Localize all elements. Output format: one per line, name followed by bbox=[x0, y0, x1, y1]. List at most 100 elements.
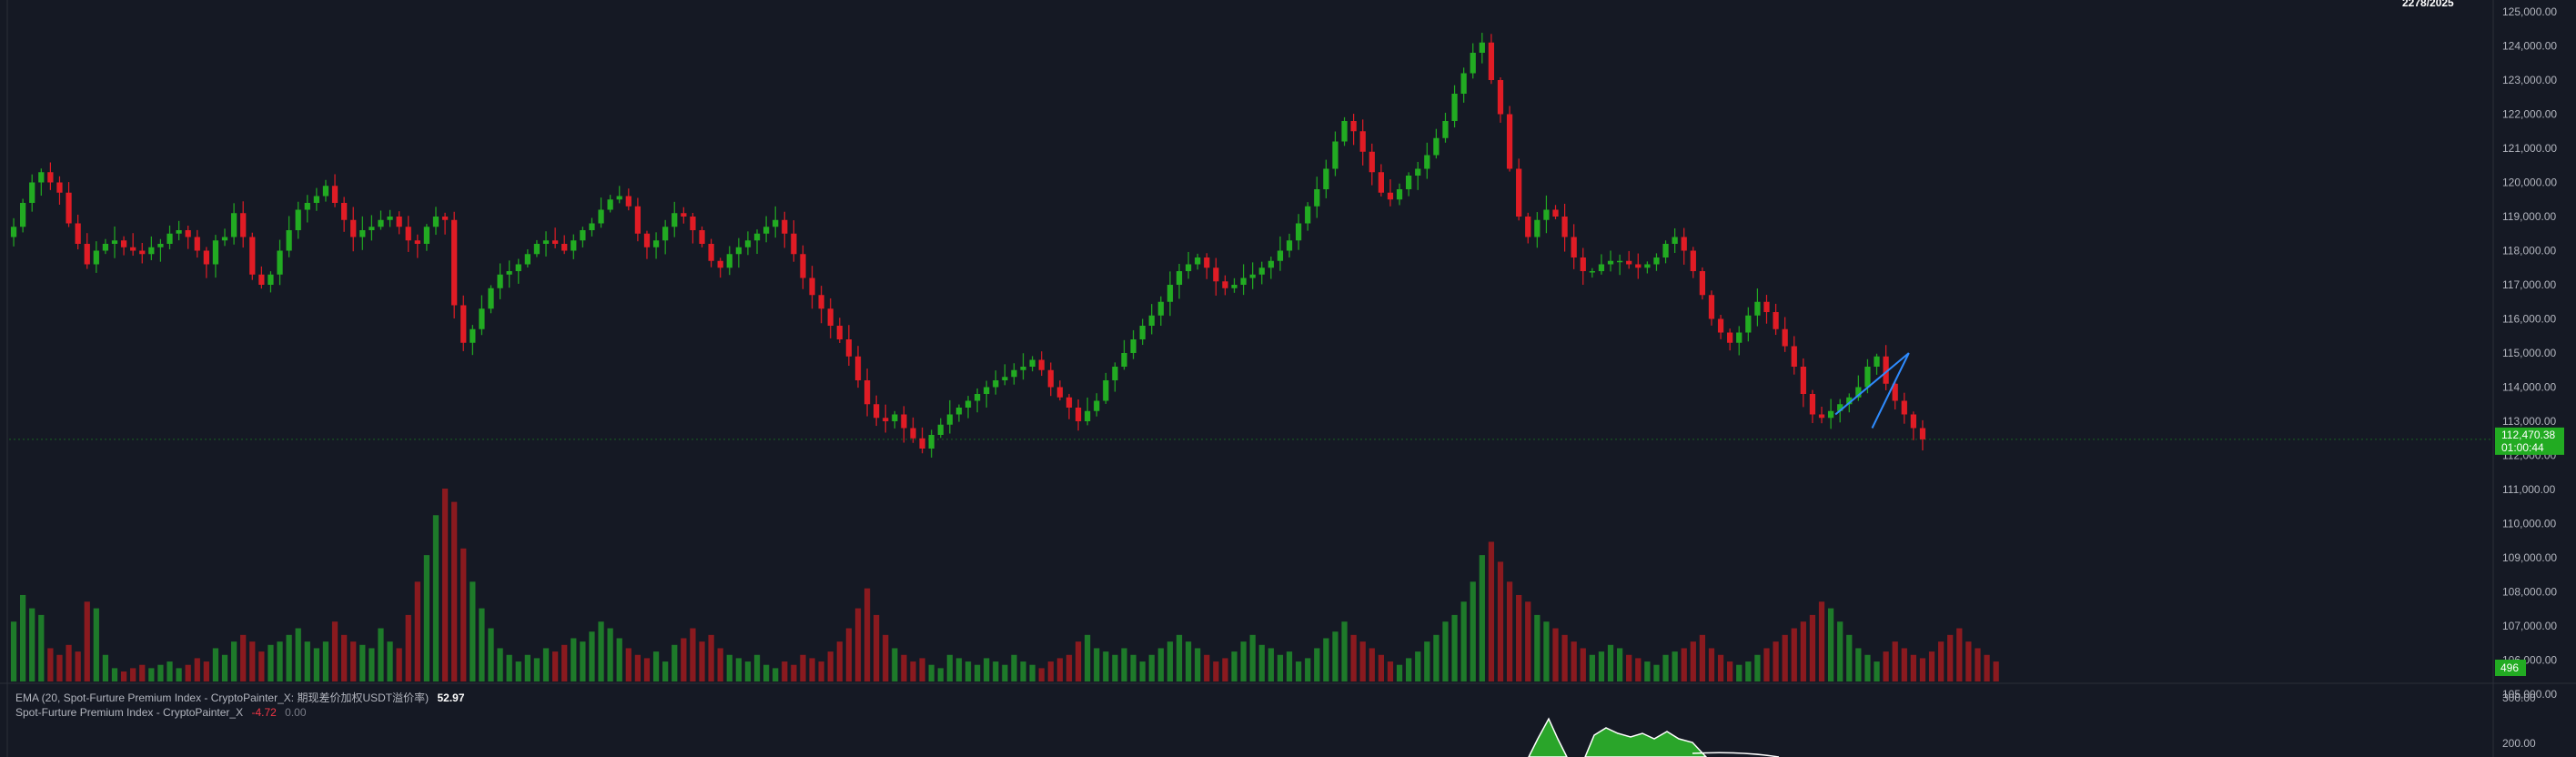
candle-body bbox=[1020, 367, 1026, 370]
volume-bar bbox=[901, 654, 907, 681]
candle-body bbox=[1195, 257, 1201, 265]
candle-body bbox=[1213, 267, 1219, 282]
volume-bar bbox=[919, 658, 925, 681]
volume-bar bbox=[185, 664, 191, 681]
volume-bar bbox=[533, 658, 540, 681]
volume-bar bbox=[809, 658, 815, 681]
price-tick-label: 115,000.00 bbox=[2502, 347, 2556, 359]
volume-bar bbox=[1506, 581, 1513, 681]
candle-body bbox=[1717, 318, 1724, 333]
candle-body bbox=[1773, 312, 1779, 329]
candle-body bbox=[1167, 285, 1174, 302]
candle-body bbox=[892, 414, 898, 421]
volume-series bbox=[10, 489, 1999, 681]
volume-bar bbox=[946, 654, 953, 681]
volume-bar bbox=[1387, 661, 1394, 681]
candle-body bbox=[1598, 264, 1605, 271]
volume-bar bbox=[773, 668, 779, 681]
candle-body bbox=[1341, 121, 1348, 142]
volume-bar bbox=[854, 608, 862, 681]
candle-body bbox=[1662, 244, 1669, 257]
volume-bar bbox=[176, 668, 182, 681]
volume-bar bbox=[1066, 654, 1073, 681]
candle-body bbox=[726, 254, 732, 268]
candle-body bbox=[1442, 121, 1449, 138]
volume-bar bbox=[1148, 654, 1155, 681]
candle-body bbox=[1763, 301, 1770, 312]
volume-bar bbox=[120, 671, 127, 681]
candle-body bbox=[1470, 53, 1476, 74]
volume-bar bbox=[194, 658, 200, 681]
ema-legend[interactable]: EMA (20, Spot-Furture Premium Index - Cr… bbox=[15, 690, 465, 705]
volume-bar bbox=[130, 668, 136, 681]
volume-bar bbox=[1020, 661, 1026, 681]
candle-body bbox=[1561, 217, 1568, 237]
premium-index-value2: 0.00 bbox=[285, 706, 307, 719]
volume-bar bbox=[1433, 634, 1440, 681]
candle-body bbox=[1690, 250, 1696, 271]
ema-line bbox=[1692, 752, 1780, 757]
volume-bar bbox=[1047, 661, 1054, 681]
volume-bar bbox=[1479, 555, 1485, 681]
volume-bar bbox=[1139, 661, 1146, 681]
volume-bar bbox=[488, 628, 494, 681]
candle-body bbox=[1369, 151, 1375, 173]
candle-body bbox=[1011, 369, 1017, 378]
candle-body bbox=[1460, 73, 1467, 94]
volume-bar bbox=[139, 664, 146, 681]
candle-body bbox=[56, 182, 63, 193]
candle-body bbox=[1479, 42, 1485, 53]
candle-body bbox=[1552, 209, 1559, 217]
candle-body bbox=[883, 418, 889, 421]
volume-bar bbox=[1222, 658, 1228, 681]
premium-index-legend[interactable]: Spot-Furture Premium Index - CryptoPaint… bbox=[15, 706, 307, 719]
volume-bar bbox=[662, 661, 669, 681]
candle-body bbox=[295, 209, 301, 230]
candle-body bbox=[1148, 315, 1155, 326]
volume-bar bbox=[331, 621, 338, 681]
candle-body bbox=[423, 227, 430, 244]
volume-bar bbox=[607, 628, 613, 681]
volume-bar bbox=[1773, 641, 1779, 681]
premium-index-area-fill bbox=[1528, 717, 1708, 757]
volume-bar bbox=[1543, 621, 1550, 681]
candle-body bbox=[1130, 339, 1136, 353]
candle-body bbox=[717, 260, 723, 268]
volume-bar bbox=[1993, 661, 1999, 681]
candle-body bbox=[874, 404, 880, 419]
volume-bar bbox=[93, 608, 99, 681]
volume-bar bbox=[1369, 648, 1375, 681]
candle-body bbox=[1571, 237, 1577, 257]
volume-bar bbox=[10, 621, 17, 681]
volume-bar bbox=[524, 654, 530, 681]
volume-bar bbox=[1406, 658, 1412, 681]
volume-bar bbox=[1763, 648, 1770, 681]
volume-bar bbox=[1314, 648, 1320, 681]
candle-body bbox=[120, 240, 127, 247]
candle-body bbox=[672, 213, 678, 227]
candle-body bbox=[1231, 285, 1237, 288]
candle-body bbox=[901, 414, 907, 429]
candle-body bbox=[286, 230, 292, 251]
candle-body bbox=[1185, 264, 1192, 271]
volume-bar bbox=[616, 638, 622, 681]
candle-body bbox=[1433, 137, 1440, 156]
candle-body bbox=[139, 250, 146, 255]
candle-body bbox=[240, 213, 247, 237]
volume-bar bbox=[643, 658, 651, 681]
volume-bar bbox=[1112, 654, 1118, 681]
trend-lines bbox=[1834, 352, 1910, 429]
volume-bar bbox=[1424, 641, 1430, 681]
candle-body bbox=[414, 240, 420, 244]
candle-body bbox=[827, 308, 833, 326]
candle-body bbox=[1644, 264, 1651, 268]
candle-body bbox=[735, 247, 742, 255]
candle-body bbox=[38, 172, 45, 183]
volume-bar bbox=[1268, 648, 1274, 681]
volume-bar bbox=[1910, 654, 1916, 681]
volume-bar bbox=[1965, 641, 1972, 681]
volume-bar bbox=[240, 634, 247, 681]
volume-bar bbox=[1754, 654, 1761, 681]
volume-bar bbox=[1818, 601, 1825, 681]
